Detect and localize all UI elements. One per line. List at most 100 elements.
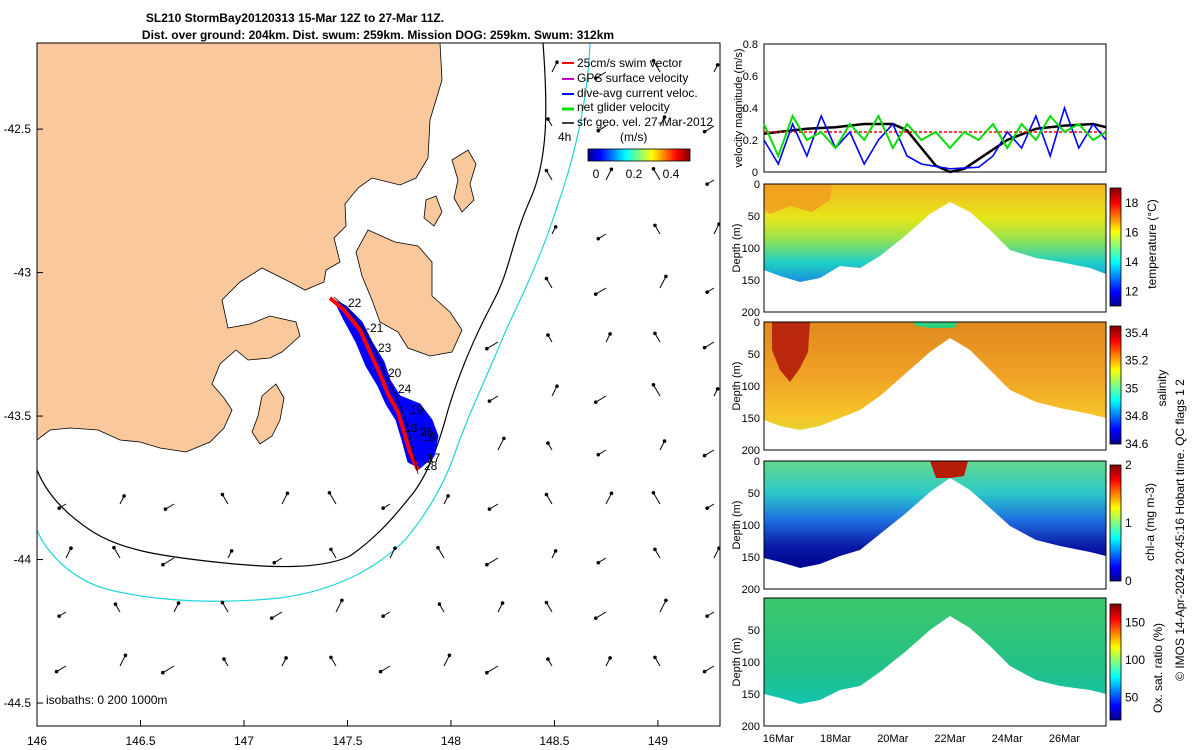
geo-velocity-arrow [659, 600, 667, 613]
geo-velocity-arrow-head [608, 656, 612, 660]
land-small-island [423, 195, 443, 227]
geo-velocity-arrow [113, 547, 121, 559]
geo-velocity-arrow-head [593, 76, 598, 80]
depth-tick-label: 0 [754, 179, 760, 191]
colorbar-tick-label: 18 [1125, 196, 1139, 210]
geo-velocity-arrow [605, 493, 612, 505]
speed-colorbar-tick: 0.4 [663, 167, 680, 181]
geo-velocity-arrow-head [436, 545, 440, 550]
speed-colorbar-tick: 0 [593, 167, 600, 181]
geo-velocity-arrow-head [705, 506, 709, 510]
geo-velocity-arrow-head [163, 507, 168, 511]
geo-velocity-arrow-head [702, 129, 707, 134]
geo-velocity-arrow [443, 655, 450, 667]
depth-axis-label: Depth (m) [731, 638, 743, 687]
salinity-section [764, 322, 1106, 430]
geo-velocity-arrow-head [229, 549, 234, 553]
depth-tick-label: 50 [748, 625, 760, 637]
geo-velocity-arrow-head [502, 436, 506, 441]
geo-velocity-arrow [595, 395, 607, 403]
colorbar-tick-label: 0 [1125, 574, 1132, 588]
geo-velocity-arrow [497, 438, 505, 451]
velocity-y-ticks: 0 0.2 0.4 0.6 0.8 [743, 39, 758, 179]
geo-velocity-arrow-head [485, 670, 489, 675]
map-x-tick-label: 147 [234, 734, 254, 748]
date-tick-label: 16Mar [763, 733, 795, 745]
chl-panel [763, 460, 1107, 590]
depth-tick-label: 150 [742, 689, 760, 701]
colorbar-tick-label: 50 [1125, 691, 1139, 705]
geo-velocity-arrow-head [284, 656, 288, 660]
geo-velocity-arrow-head [381, 506, 385, 510]
map-x-tick-label: 148 [441, 734, 461, 748]
geo-velocity-arrow-head [447, 653, 452, 658]
geo-velocity-arrow [222, 494, 229, 505]
geo-velocity-arrow-head [593, 616, 598, 620]
geo-velocity-arrow [595, 287, 607, 295]
temperature-warm-patch [764, 184, 832, 214]
depth-tick-label: 100 [742, 657, 760, 669]
geo-velocity-arrow-head [437, 602, 442, 607]
oxygen-panel [763, 597, 1107, 727]
land-maria-island [451, 149, 477, 213]
velocity-series [763, 105, 1107, 174]
geo-velocity-arrow-head [487, 507, 492, 511]
oxygen-axes [763, 597, 1107, 727]
map-x-tick-label: 147.5 [332, 734, 362, 748]
velocity-y-tick-label: 0.2 [743, 135, 758, 147]
map-x-tick-label: 149 [648, 734, 668, 748]
geo-velocity-arrow-head [651, 382, 656, 387]
geo-velocity-arrow-head [378, 669, 383, 674]
date-tick-label: 24Mar [992, 733, 1024, 745]
colorbar-tick-label: 35.2 [1125, 354, 1149, 368]
depth-tick-label: 50 [748, 488, 760, 500]
geo-velocity-arrow-head [664, 274, 668, 279]
geo-velocity-arrow [380, 665, 391, 673]
geo-velocity-arrow-head [485, 346, 489, 351]
salinity-low-patch [912, 322, 958, 328]
geo-velocity-arrow-head [705, 182, 709, 186]
day-label: 20 [388, 366, 402, 380]
day-label: 22 [348, 296, 362, 310]
geo-velocity-arrow-head [329, 547, 333, 552]
imos-footnote: © IMOS 14-Apr-2024 20:45:16 Hobart time.… [1173, 379, 1187, 681]
geo-velocity-arrow-head [596, 128, 601, 133]
geo-velocity-arrow [389, 547, 396, 559]
geo-velocity-arrow [713, 223, 720, 235]
chl-high-patch [930, 461, 968, 478]
geo-velocity-arrow-head [112, 545, 116, 550]
depth-tick-label: 50 [748, 211, 760, 223]
velocity-axes [763, 43, 1107, 173]
salinity-panel [763, 321, 1107, 451]
geo-velocity-arrow-head [122, 494, 126, 498]
geo-velocity-arrow [704, 449, 715, 457]
geo-velocity-arrow [56, 665, 67, 673]
depth-tick-label: 100 [742, 520, 760, 532]
geo-velocity-arrow-head [544, 168, 549, 173]
velocity-y-tick-label: 0.6 [743, 71, 758, 83]
date-tick-label: 18Mar [820, 733, 852, 745]
geo-velocity-arrow [653, 168, 661, 181]
geo-velocity-arrow-head [500, 601, 505, 605]
geo-velocity-arrow-head [596, 452, 601, 457]
geo-velocity-arrow-head [653, 223, 657, 228]
speed-colorbar-tick: 0.2 [626, 167, 643, 181]
glider-track [328, 296, 420, 471]
depth-axis-label: Depth (m) [731, 362, 743, 411]
geo-velocity-arrow-head [485, 562, 489, 567]
day-label: 26 [420, 425, 434, 439]
day-label: 18 [422, 430, 436, 444]
geo-velocity-arrow [546, 170, 553, 181]
date-tick-label: 26Mar [1049, 733, 1081, 745]
land-tasmania [37, 43, 443, 453]
geo-velocity-arrow [605, 169, 612, 181]
geo-velocity-arrow [335, 600, 343, 613]
geo-velocity-arrow-head [702, 669, 707, 674]
geo-velocity-arrow-head [553, 225, 558, 229]
geo-velocity-arrow-head [596, 560, 601, 565]
temperature-axes [763, 183, 1107, 313]
depth-axis-label: Depth (m) [731, 501, 743, 550]
geo-velocity-arrow [329, 492, 337, 505]
map-panel: 22 -21 23 20 24 19 16 26 18 17 28 4h 146… [4, 42, 721, 748]
geo-velocity-arrow-head [329, 655, 333, 660]
